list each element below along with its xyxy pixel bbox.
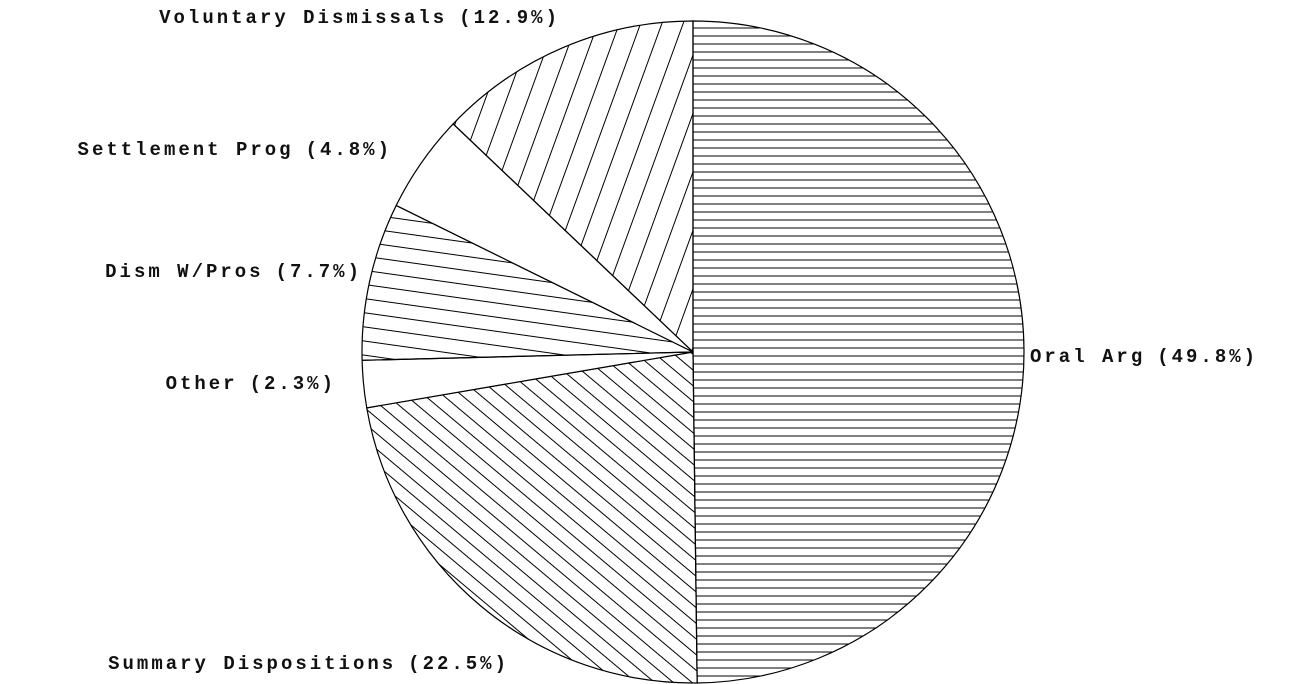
pie-slice bbox=[366, 351, 698, 684]
slice-value: (7.7%) bbox=[276, 261, 362, 283]
slice-value: (22.5%) bbox=[408, 653, 509, 675]
slice-name: Settlement Prog bbox=[78, 139, 294, 161]
slice-name: Summary Dispositions bbox=[108, 653, 396, 675]
slice-label: Settlement Prog (4.8%) bbox=[78, 139, 392, 161]
slice-label: Other (2.3%) bbox=[166, 373, 336, 395]
slice-name: Other bbox=[166, 373, 238, 395]
slice-label: Summary Dispositions (22.5%) bbox=[108, 653, 509, 675]
slice-name: Dism W/Pros bbox=[105, 261, 263, 283]
slice-label: Voluntary Dismissals (12.9%) bbox=[159, 7, 560, 29]
slice-name: Voluntary Dismissals bbox=[159, 7, 447, 29]
slice-value: (2.3%) bbox=[250, 373, 336, 395]
pie-slice bbox=[361, 204, 694, 361]
slice-value: (12.9%) bbox=[459, 7, 560, 29]
pie-slice bbox=[692, 20, 1025, 684]
slice-label: Dism W/Pros (7.7%) bbox=[105, 261, 362, 283]
slice-value: (49.8%) bbox=[1157, 346, 1258, 368]
slice-name: Oral Arg bbox=[1030, 346, 1145, 368]
slice-label: Oral Arg (49.8%) bbox=[1030, 346, 1258, 368]
slice-value: (4.8%) bbox=[306, 139, 392, 161]
pie-slice bbox=[452, 20, 694, 354]
